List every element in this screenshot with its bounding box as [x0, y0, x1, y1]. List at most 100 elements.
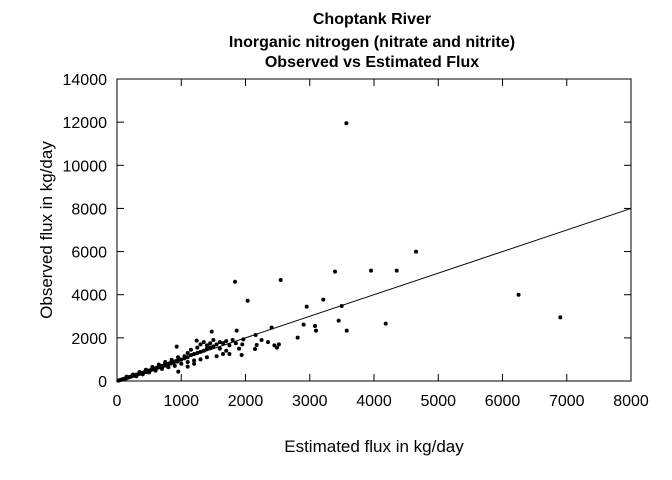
data-point	[204, 346, 209, 351]
y-tick-label: 8000	[71, 201, 107, 218]
x-tick-label: 5000	[420, 393, 456, 410]
data-point	[195, 350, 200, 355]
data-point	[336, 318, 341, 323]
x-tick-label: 1000	[163, 393, 199, 410]
chart-title-line-3: Observed vs Estimated Flux	[265, 54, 479, 71]
x-axis-label: Estimated flux in kg/day	[284, 437, 464, 456]
data-point	[137, 369, 142, 374]
data-point	[169, 357, 174, 362]
data-point	[253, 332, 258, 337]
x-tick-label: 4000	[356, 393, 392, 410]
chart-title-line-1: Choptank River	[313, 11, 431, 28]
data-point	[227, 343, 232, 348]
data-point	[221, 341, 226, 346]
data-point	[224, 348, 229, 353]
data-point	[227, 352, 232, 357]
data-point	[163, 360, 168, 365]
data-point	[321, 297, 326, 302]
data-point	[201, 340, 206, 345]
data-point	[188, 353, 193, 358]
data-point	[221, 352, 226, 357]
data-point	[211, 338, 216, 343]
data-point	[233, 279, 238, 284]
plot-frame	[116, 78, 632, 382]
data-point	[194, 338, 199, 343]
data-point	[217, 340, 222, 345]
data-point	[274, 345, 279, 350]
data-point	[414, 249, 419, 254]
data-point	[156, 362, 161, 367]
data-point	[276, 342, 281, 347]
data-point	[217, 346, 222, 351]
data-point	[214, 354, 219, 359]
x-tick-label: 3000	[292, 393, 328, 410]
data-point	[253, 347, 258, 352]
x-tick-label: 8000	[613, 393, 649, 410]
data-point	[301, 322, 306, 327]
data-point	[166, 365, 171, 370]
data-point	[204, 355, 209, 360]
data-point	[209, 329, 214, 334]
data-point	[383, 321, 388, 326]
x-tick-label: 7000	[549, 393, 585, 410]
data-point	[224, 339, 229, 344]
data-point	[214, 342, 219, 347]
data-point	[239, 353, 244, 358]
x-tick-label: 6000	[485, 393, 521, 410]
data-point	[394, 268, 399, 273]
data-point	[208, 345, 213, 350]
data-point	[192, 361, 197, 366]
data-point	[233, 341, 238, 346]
data-point	[131, 372, 136, 377]
data-point	[185, 350, 190, 355]
data-point	[192, 352, 197, 357]
data-point	[176, 369, 181, 374]
y-tick-label: 12000	[63, 115, 108, 132]
y-axis-label: Observed flux in kg/day	[37, 141, 56, 319]
y-tick-label: 14000	[63, 72, 108, 89]
data-point	[333, 269, 338, 274]
data-point	[313, 328, 318, 333]
data-point	[295, 335, 300, 340]
data-point	[185, 364, 190, 369]
data-point	[254, 342, 259, 347]
data-point	[259, 338, 264, 343]
y-tick-label: 0	[98, 374, 107, 391]
data-point	[150, 364, 155, 369]
data-point	[185, 355, 190, 360]
data-point	[230, 338, 235, 343]
data-point	[265, 340, 270, 345]
data-point	[240, 342, 245, 347]
data-point	[201, 348, 206, 353]
data-point	[198, 349, 203, 354]
data-point	[185, 360, 190, 365]
data-point	[208, 341, 213, 346]
data-point	[179, 361, 184, 366]
data-point	[192, 358, 197, 363]
data-points	[116, 121, 563, 383]
data-point	[304, 304, 309, 309]
data-point	[195, 345, 200, 350]
data-point	[140, 372, 145, 377]
y-tick-label: 6000	[71, 245, 107, 262]
y-tick-label: 4000	[71, 288, 107, 305]
data-point	[516, 292, 521, 297]
data-point	[368, 268, 373, 273]
data-point	[174, 344, 179, 349]
data-point	[313, 323, 318, 328]
data-point	[198, 357, 203, 362]
data-point	[153, 368, 158, 373]
x-tick-label: 2000	[228, 393, 264, 410]
data-point	[558, 315, 563, 320]
data-point	[211, 344, 216, 349]
data-point	[172, 363, 177, 368]
axis-ticks: 0 1000 2000 3000 4000 5000 6000 7000 8000 0 2000 40…	[63, 72, 649, 410]
data-point	[159, 366, 164, 371]
data-point	[134, 374, 139, 379]
data-point	[176, 355, 181, 360]
data-point	[188, 347, 193, 352]
data-point	[198, 342, 203, 347]
data-point	[234, 328, 239, 333]
y-tick-label: 10000	[63, 158, 108, 175]
